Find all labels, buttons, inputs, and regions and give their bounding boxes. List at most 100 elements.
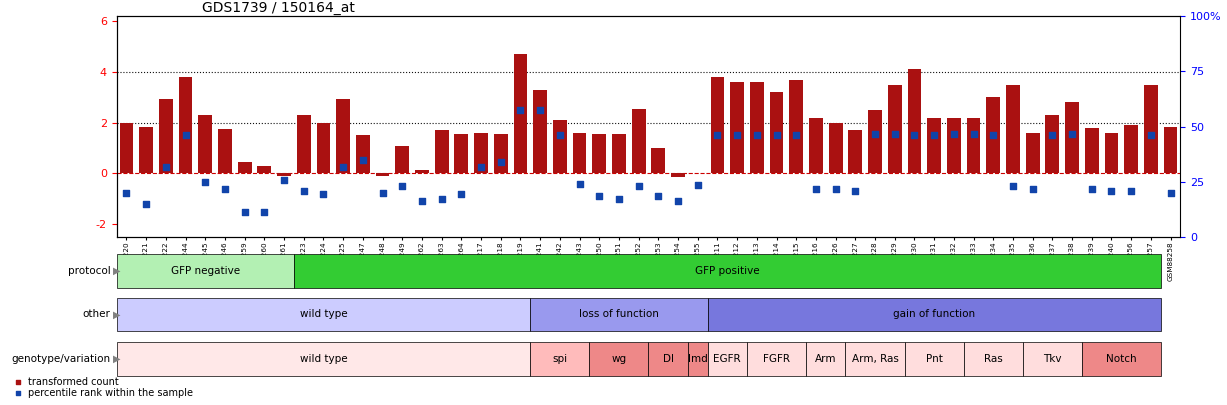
Bar xyxy=(1006,85,1020,173)
Point xyxy=(393,183,412,190)
Text: genotype/variation: genotype/variation xyxy=(11,354,110,364)
Bar xyxy=(710,77,724,173)
Bar xyxy=(589,342,648,375)
Point xyxy=(1023,185,1043,192)
Point xyxy=(274,177,293,183)
Bar xyxy=(809,118,823,173)
Bar xyxy=(356,135,369,173)
Text: Dl: Dl xyxy=(663,354,674,364)
Bar xyxy=(750,82,763,173)
Point xyxy=(787,132,806,139)
Point xyxy=(924,132,944,139)
Text: percentile rank within the sample: percentile rank within the sample xyxy=(28,388,193,398)
Text: GFP negative: GFP negative xyxy=(171,266,239,276)
Bar xyxy=(277,173,291,176)
Text: spi: spi xyxy=(552,354,567,364)
Point xyxy=(510,107,530,113)
Point xyxy=(530,107,550,113)
Point xyxy=(1082,185,1102,192)
Point xyxy=(353,156,373,163)
Text: wild type: wild type xyxy=(299,309,347,319)
Point xyxy=(771,89,790,95)
Bar xyxy=(1104,133,1118,173)
Bar xyxy=(218,129,232,173)
Bar xyxy=(708,298,1161,331)
Bar xyxy=(1023,342,1082,375)
Point xyxy=(649,193,669,200)
Text: FGFR: FGFR xyxy=(763,354,790,364)
Point xyxy=(550,132,569,139)
Bar xyxy=(789,80,804,173)
Point xyxy=(175,132,195,139)
Text: transformed count: transformed count xyxy=(28,377,119,386)
Bar xyxy=(769,92,783,173)
Bar xyxy=(1045,115,1059,173)
Point xyxy=(334,164,353,171)
Text: EGFR: EGFR xyxy=(713,354,741,364)
Point xyxy=(628,183,648,190)
Point xyxy=(767,132,787,139)
Text: Notch: Notch xyxy=(1106,354,1136,364)
Point xyxy=(1043,132,1063,139)
Bar xyxy=(160,99,173,173)
Bar xyxy=(530,298,708,331)
Point xyxy=(195,179,215,185)
Bar xyxy=(593,134,606,173)
Point xyxy=(432,196,452,202)
Text: Ras: Ras xyxy=(984,354,1002,364)
Point xyxy=(215,185,234,192)
Bar xyxy=(828,123,843,173)
Point xyxy=(865,131,885,137)
Text: GDS1739 / 150164_at: GDS1739 / 150164_at xyxy=(201,1,355,15)
Text: GFP positive: GFP positive xyxy=(694,266,760,276)
Text: Arm: Arm xyxy=(815,354,837,364)
Bar xyxy=(454,134,469,173)
Bar xyxy=(632,109,645,173)
Bar xyxy=(688,342,708,375)
Text: ▶: ▶ xyxy=(113,266,120,276)
Point xyxy=(688,182,708,188)
Bar xyxy=(1026,133,1039,173)
Point xyxy=(885,131,904,137)
Point xyxy=(728,132,747,139)
Bar xyxy=(888,85,902,173)
Point xyxy=(412,198,432,205)
Point xyxy=(1063,131,1082,137)
Bar xyxy=(530,342,589,375)
Text: gain of function: gain of function xyxy=(893,309,975,319)
Text: Arm, Ras: Arm, Ras xyxy=(852,354,898,364)
Bar xyxy=(963,342,1023,375)
Point xyxy=(452,191,471,197)
Point xyxy=(1121,188,1141,194)
Bar xyxy=(1124,125,1137,173)
Point xyxy=(708,132,728,139)
Bar xyxy=(987,97,1000,173)
Point xyxy=(944,131,963,137)
Point xyxy=(747,132,767,139)
Text: ▶: ▶ xyxy=(113,309,120,319)
Bar xyxy=(293,254,1161,288)
Text: wild type: wild type xyxy=(299,354,347,364)
Bar xyxy=(573,133,587,173)
Point xyxy=(963,131,983,137)
Point xyxy=(234,208,254,215)
Bar xyxy=(908,70,921,173)
Bar xyxy=(1082,342,1161,375)
Bar xyxy=(514,54,528,173)
Text: Tkv: Tkv xyxy=(1043,354,1061,364)
Point xyxy=(669,198,688,205)
Text: other: other xyxy=(82,309,110,319)
Bar xyxy=(395,145,409,173)
Bar xyxy=(317,123,330,173)
Bar xyxy=(297,115,310,173)
Point xyxy=(609,196,628,202)
Bar xyxy=(493,134,508,173)
Bar xyxy=(1163,126,1178,173)
Point xyxy=(806,185,826,192)
Text: wg: wg xyxy=(611,354,627,364)
Bar xyxy=(612,134,626,173)
Bar xyxy=(1085,128,1098,173)
Text: loss of function: loss of function xyxy=(579,309,659,319)
Text: Imd: Imd xyxy=(688,354,708,364)
Point xyxy=(254,208,274,215)
